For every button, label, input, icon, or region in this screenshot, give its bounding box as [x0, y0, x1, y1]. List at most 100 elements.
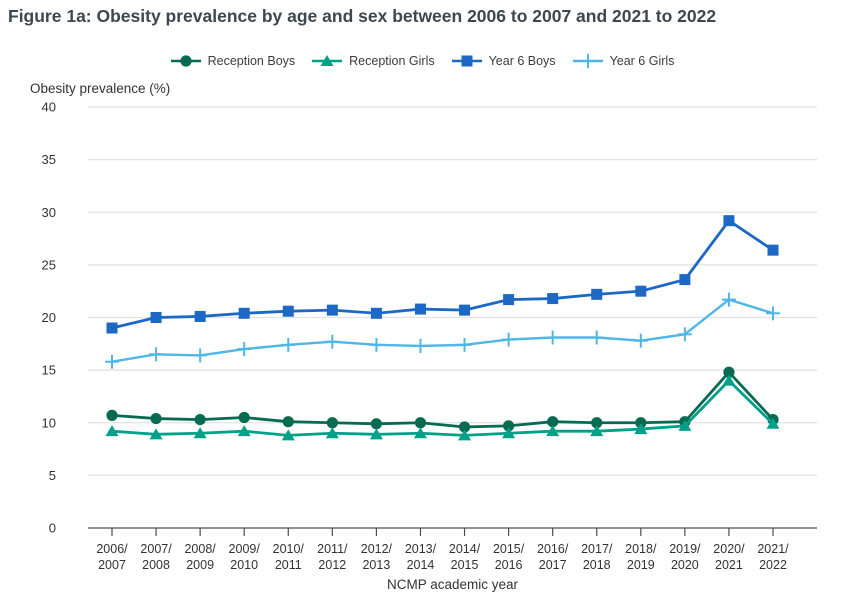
x-tick-label: 2019 — [627, 558, 655, 572]
data-point-triangle — [722, 374, 736, 386]
legend-label: Reception Girls — [349, 54, 435, 68]
legend-item-reception-boys: Reception Boys — [170, 53, 296, 69]
data-point-triangle — [281, 429, 295, 441]
legend-item-reception-girls: Reception Girls — [311, 53, 435, 69]
x-tick-label: 2010/ — [273, 542, 305, 556]
series-line — [110, 219, 775, 330]
data-point-square — [591, 288, 603, 300]
y-tick-label-20: 20 — [42, 310, 56, 325]
data-point-circle — [238, 411, 250, 424]
data-point-circle — [547, 416, 559, 428]
x-axis-label: NCMP academic year — [386, 577, 519, 592]
data-point-circle — [326, 417, 338, 429]
y-tick-label-30: 30 — [42, 205, 56, 220]
data-point-circle — [503, 420, 515, 432]
x-tick-label: 2009 — [186, 558, 214, 572]
y-tick-label-25: 25 — [42, 257, 56, 272]
data-point-circle — [282, 416, 294, 428]
data-point-triangle — [369, 428, 383, 440]
y-tick-label-35: 35 — [42, 152, 56, 167]
data-point-circle — [150, 412, 162, 425]
data-point-square — [194, 310, 206, 322]
x-tick-label: 2019/ — [669, 542, 701, 556]
series-line — [110, 379, 775, 437]
data-point-triangle — [193, 427, 207, 439]
circle-marker-icon — [170, 55, 201, 67]
data-point-square — [150, 312, 162, 323]
series-line — [110, 298, 775, 363]
x-tick-label: 2021 — [715, 558, 743, 572]
x-tick-label: 2011/ — [317, 542, 348, 556]
x-tick-label: 2009/ — [229, 542, 261, 556]
x-tick-label: 2021/ — [757, 542, 789, 556]
series-year-6-girls — [105, 292, 781, 369]
x-tick-label: 2006/ — [96, 542, 128, 556]
triangle-marker-icon — [312, 55, 343, 66]
data-point-circle — [458, 421, 471, 433]
plus-marker-icon — [572, 54, 603, 68]
x-tick-label: 2020/ — [713, 542, 745, 556]
data-point-circle — [106, 409, 118, 421]
data-point-square — [326, 304, 338, 316]
legend-item-year-6-boys: Year 6 Boys — [451, 53, 556, 69]
series-year-6-boys — [106, 215, 779, 334]
data-point-triangle — [590, 425, 604, 437]
data-point-triangle — [413, 427, 427, 439]
x-tick-label: 2018/ — [625, 542, 657, 556]
x-tick-label: 2017/ — [581, 542, 613, 556]
data-point-square — [503, 294, 515, 306]
data-point-square — [547, 293, 559, 305]
data-point-triangle — [678, 419, 692, 431]
data-point-square — [370, 307, 382, 319]
x-tick-label: 2016 — [495, 558, 523, 572]
x-tick-label: 2010 — [230, 558, 258, 572]
x-tick-label: 2012/ — [361, 542, 393, 556]
chart-title: Figure 1a: Obesity prevalence by age and… — [8, 6, 717, 26]
x-tick-label: 2012 — [318, 558, 346, 572]
y-tick-label-0: 0 — [49, 521, 56, 536]
data-point-square — [238, 307, 250, 319]
data-point-square — [106, 322, 118, 334]
data-point-circle — [591, 417, 603, 429]
data-point-square — [282, 305, 294, 317]
data-point-square — [767, 244, 779, 256]
x-tick-label: 2017 — [539, 558, 567, 572]
series-reception-girls — [105, 374, 780, 441]
x-tick-label: 2014 — [407, 558, 435, 572]
data-point-square — [414, 303, 426, 315]
data-point-triangle — [634, 423, 648, 435]
x-tick-label: 2008/ — [184, 542, 216, 556]
square-marker-icon — [451, 55, 482, 67]
data-point-triangle — [458, 429, 472, 441]
data-point-square — [461, 55, 473, 67]
data-point-circle — [635, 417, 647, 429]
legend-item-year-6-girls: Year 6 Girls — [572, 53, 675, 69]
x-tick-label: 2015 — [451, 558, 479, 572]
legend-label: Year 6 Girls — [609, 54, 675, 68]
data-point-circle — [723, 366, 735, 378]
x-tick-label: 2020 — [671, 558, 699, 572]
data-point-circle — [414, 417, 427, 429]
data-point-square — [635, 285, 647, 297]
data-point-triangle — [325, 427, 339, 439]
y-axis-label: Obesity prevalence (%) — [30, 81, 171, 96]
x-tick-label: 2007/ — [140, 542, 172, 556]
x-tick-label: 2014/ — [449, 542, 481, 556]
x-tick-label: 2018 — [583, 558, 611, 572]
data-point-triangle — [546, 425, 560, 437]
x-tick-label: 2013/ — [405, 542, 437, 556]
legend-label: Reception Boys — [207, 54, 296, 68]
data-point-circle — [194, 413, 206, 426]
data-point-triangle — [237, 425, 251, 437]
data-point-triangle — [502, 427, 516, 439]
data-point-triangle — [320, 55, 334, 66]
chart-legend: Reception Boys Reception Girls Year 6 Boys… — [0, 53, 844, 69]
y-tick-label-40: 40 — [42, 100, 56, 115]
x-tick-label: 2016/ — [537, 542, 569, 556]
legend-label: Year 6 Boys — [488, 54, 556, 68]
x-tick-label: 2008 — [142, 558, 170, 572]
data-point-triangle — [766, 417, 780, 429]
y-tick-label-15: 15 — [42, 363, 56, 378]
